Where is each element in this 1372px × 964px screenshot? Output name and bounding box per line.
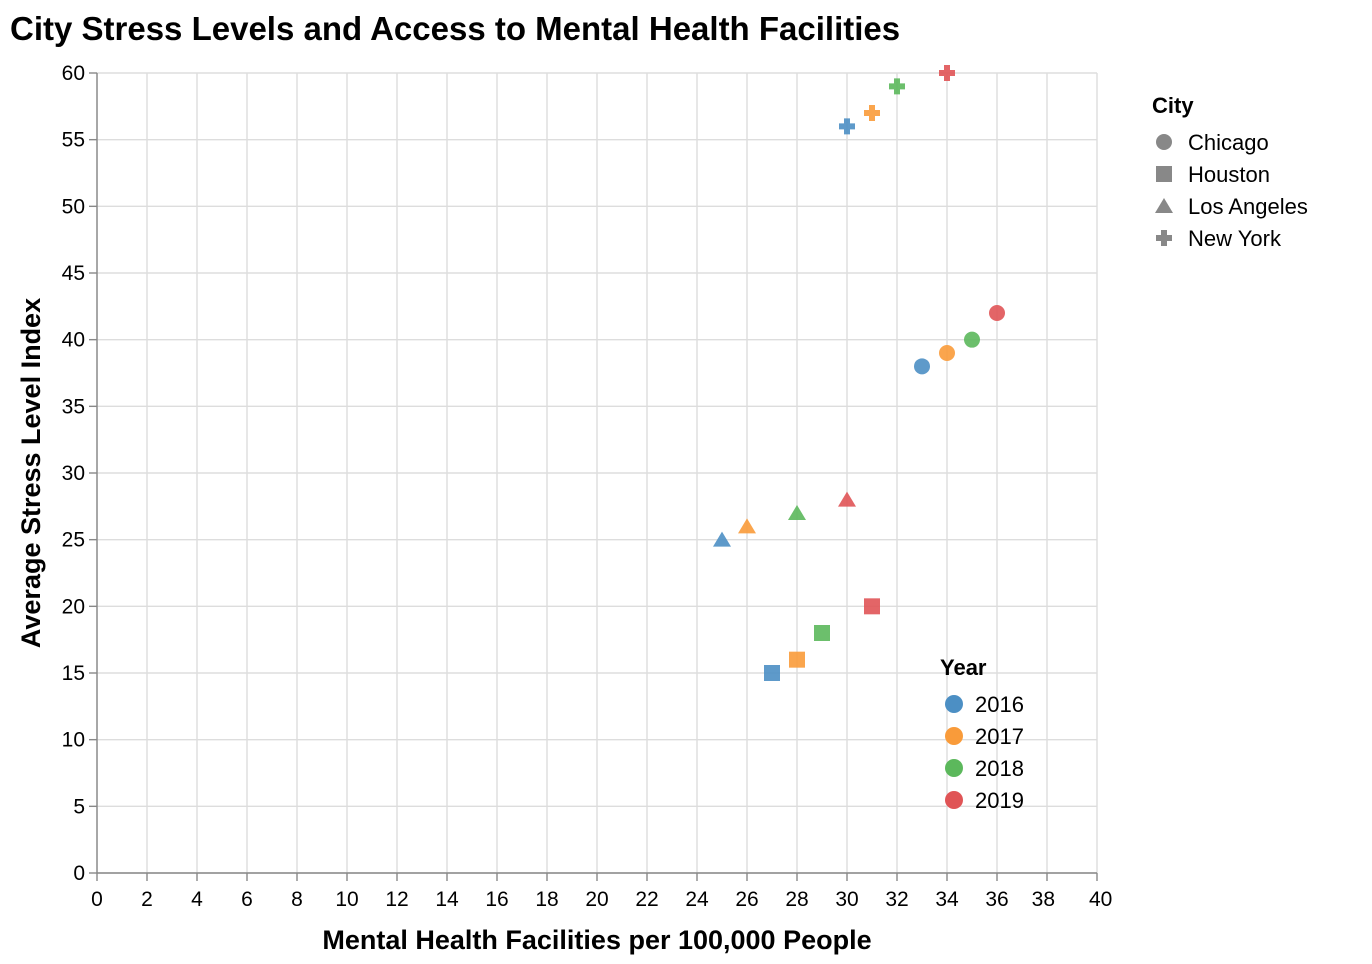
year-legend-title: Year (940, 655, 987, 680)
y-tick-label: 30 (62, 462, 85, 485)
legend-label-2017: 2017 (975, 724, 1024, 749)
y-tick-label: 60 (62, 62, 85, 85)
legend-label-new-york: New York (1188, 226, 1282, 251)
x-tick-label: 8 (291, 888, 303, 911)
x-tick-label: 36 (985, 888, 1008, 911)
y-tick-label: 50 (62, 195, 85, 218)
x-tick-label: 32 (885, 888, 908, 911)
point-chicago-2018 (964, 331, 980, 348)
legend-label-houston: Houston (1188, 162, 1270, 187)
point-houston-2016 (764, 665, 780, 681)
legend-label-2019: 2019 (975, 788, 1024, 813)
x-tick-label: 40 (1089, 888, 1112, 911)
y-tick-label: 0 (73, 862, 85, 885)
legend-label-2016: 2016 (975, 692, 1024, 717)
legend-symbol-houston (1156, 166, 1172, 182)
y-tick-label: 25 (62, 529, 85, 552)
y-axis-title: Average Stress Level Index (16, 298, 46, 648)
x-tick-label: 4 (191, 888, 203, 911)
x-tick-label: 34 (935, 888, 959, 911)
x-axis-title: Mental Health Facilities per 100,000 Peo… (322, 925, 871, 955)
y-tick-label: 35 (62, 395, 85, 418)
x-tick-label: 24 (685, 888, 709, 911)
point-los-angeles-2018 (788, 505, 806, 520)
x-tick-label: 18 (535, 888, 558, 911)
y-tick-label: 55 (62, 129, 85, 152)
point-chicago-2016 (914, 358, 930, 375)
legend-label-chicago: Chicago (1188, 130, 1269, 155)
point-houston-2017 (789, 651, 805, 668)
point-chicago-2019 (989, 305, 1005, 321)
y-tick-label: 20 (62, 595, 85, 618)
legend-symbol-los-angeles (1155, 198, 1173, 213)
legend-label-2018: 2018 (975, 756, 1024, 781)
point-new-york-2016 (839, 118, 855, 135)
x-tick-label: 12 (385, 888, 408, 911)
point-houston-2019 (864, 598, 880, 615)
x-tick-label: 20 (585, 888, 608, 911)
x-tick-label: 16 (485, 888, 508, 911)
x-tick-label: 30 (835, 888, 858, 911)
point-new-york-2017 (864, 105, 880, 121)
x-tick-label: 2 (141, 888, 153, 911)
legend-swatch-2016 (945, 695, 963, 713)
point-los-angeles-2016 (713, 531, 731, 547)
legend-swatch-2017 (945, 727, 963, 745)
legend-symbol-new-york (1156, 230, 1172, 246)
x-tick-label: 6 (241, 888, 253, 911)
point-new-york-2019 (939, 65, 955, 81)
point-new-york-2018 (889, 78, 905, 95)
y-tick-label: 40 (62, 329, 85, 352)
y-tick-label: 15 (62, 662, 85, 685)
y-tick-label: 5 (73, 795, 85, 818)
x-tick-label: 28 (785, 888, 808, 911)
legend-swatch-2019 (945, 791, 963, 809)
y-tick-label: 45 (62, 262, 85, 285)
axes: 0 2 4 6 8 10 12 14 16 18 20 22 24 26 28 30 32 34 36 38 40051… (62, 62, 1113, 911)
legend-symbol-chicago (1156, 134, 1172, 150)
city-legend-title: City (1152, 93, 1194, 118)
point-los-angeles-2019 (838, 491, 856, 507)
grid (96, 72, 1098, 874)
x-tick-label: 0 (91, 888, 103, 911)
point-los-angeles-2017 (738, 518, 756, 534)
chart-title: City Stress Levels and Access to Mental … (10, 10, 900, 47)
point-houston-2018 (814, 625, 830, 641)
x-tick-label: 14 (435, 888, 459, 911)
legend-swatch-2018 (945, 759, 963, 777)
x-tick-label: 26 (735, 888, 758, 911)
city-legend: City Chicago Houston Los Angeles New York (1152, 93, 1308, 251)
x-tick-label: 38 (1032, 888, 1055, 911)
x-tick-label: 22 (635, 888, 658, 911)
data-points (713, 65, 1005, 681)
year-legend: Year 2016 2017 2018 2019 (940, 655, 1024, 813)
point-chicago-2017 (939, 345, 955, 361)
legend-label-los-angeles: Los Angeles (1188, 194, 1308, 219)
x-tick-label: 10 (335, 888, 358, 911)
y-tick-label: 10 (62, 729, 85, 752)
